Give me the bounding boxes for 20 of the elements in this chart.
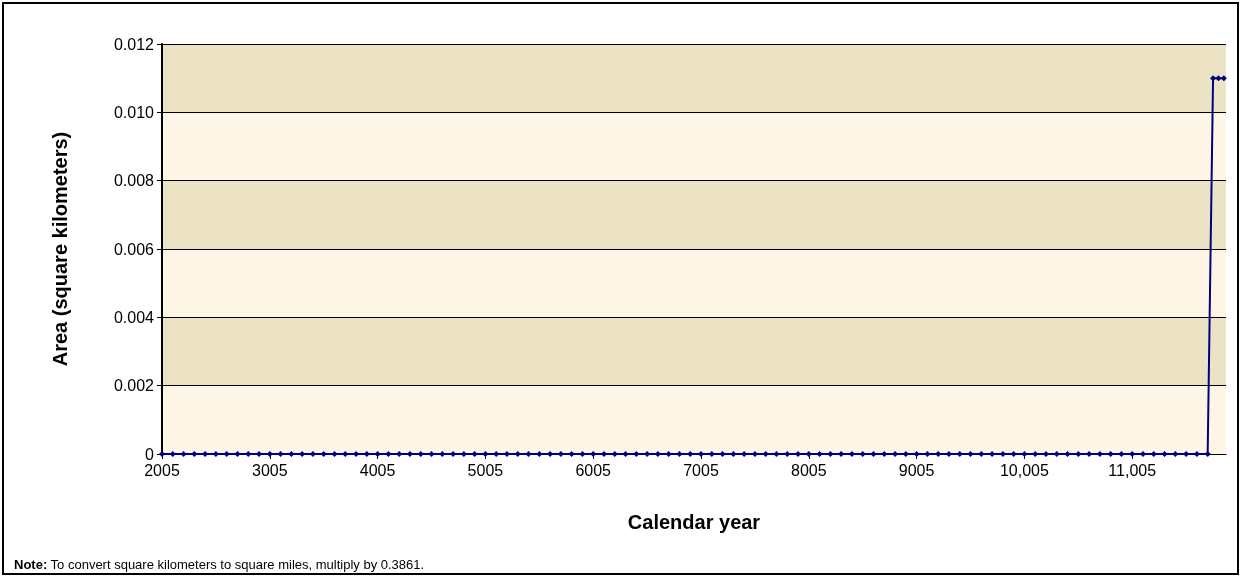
y-tick-label: 0.012 bbox=[113, 35, 155, 53]
x-tick-label: 8005 bbox=[791, 461, 827, 479]
x-axis-title: Calendar year bbox=[627, 511, 761, 533]
text: Note: To convert square kilometers to square miles, multiply by 0.3861. bbox=[14, 557, 425, 572]
y-tick-label: 0.004 bbox=[113, 308, 155, 326]
x-tick-label: 9005 bbox=[898, 461, 935, 479]
x-tick-label: 2005 bbox=[144, 461, 180, 479]
x-tick-label: 7005 bbox=[683, 461, 719, 479]
y-axis-title: Area (square kilometers) bbox=[49, 131, 71, 367]
x-tick-label: 3005 bbox=[252, 461, 288, 479]
x-tick-label: 10,005 bbox=[999, 461, 1049, 479]
y-tick-label: 0.010 bbox=[113, 103, 155, 121]
y-tick-label: 0 bbox=[145, 445, 155, 463]
x-tick-label: 5005 bbox=[467, 461, 504, 479]
y-tick-label: 0.006 bbox=[113, 240, 155, 258]
x-tick-label: 4005 bbox=[359, 461, 396, 479]
x-tick-label: 11,005 bbox=[1108, 461, 1157, 479]
y-tick-label: 0.002 bbox=[113, 377, 155, 395]
x-tick-label: 6005 bbox=[575, 461, 612, 479]
y-tick-label: 0.008 bbox=[113, 172, 155, 190]
